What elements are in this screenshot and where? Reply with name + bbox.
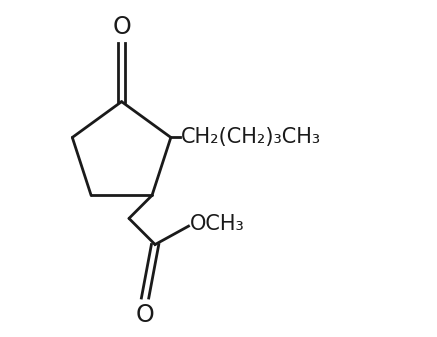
Text: OCH₃: OCH₃ [190,214,245,235]
Text: CH₂(CH₂)₃CH₃: CH₂(CH₂)₃CH₃ [181,127,321,148]
Text: O: O [136,303,154,327]
Text: O: O [112,15,131,39]
